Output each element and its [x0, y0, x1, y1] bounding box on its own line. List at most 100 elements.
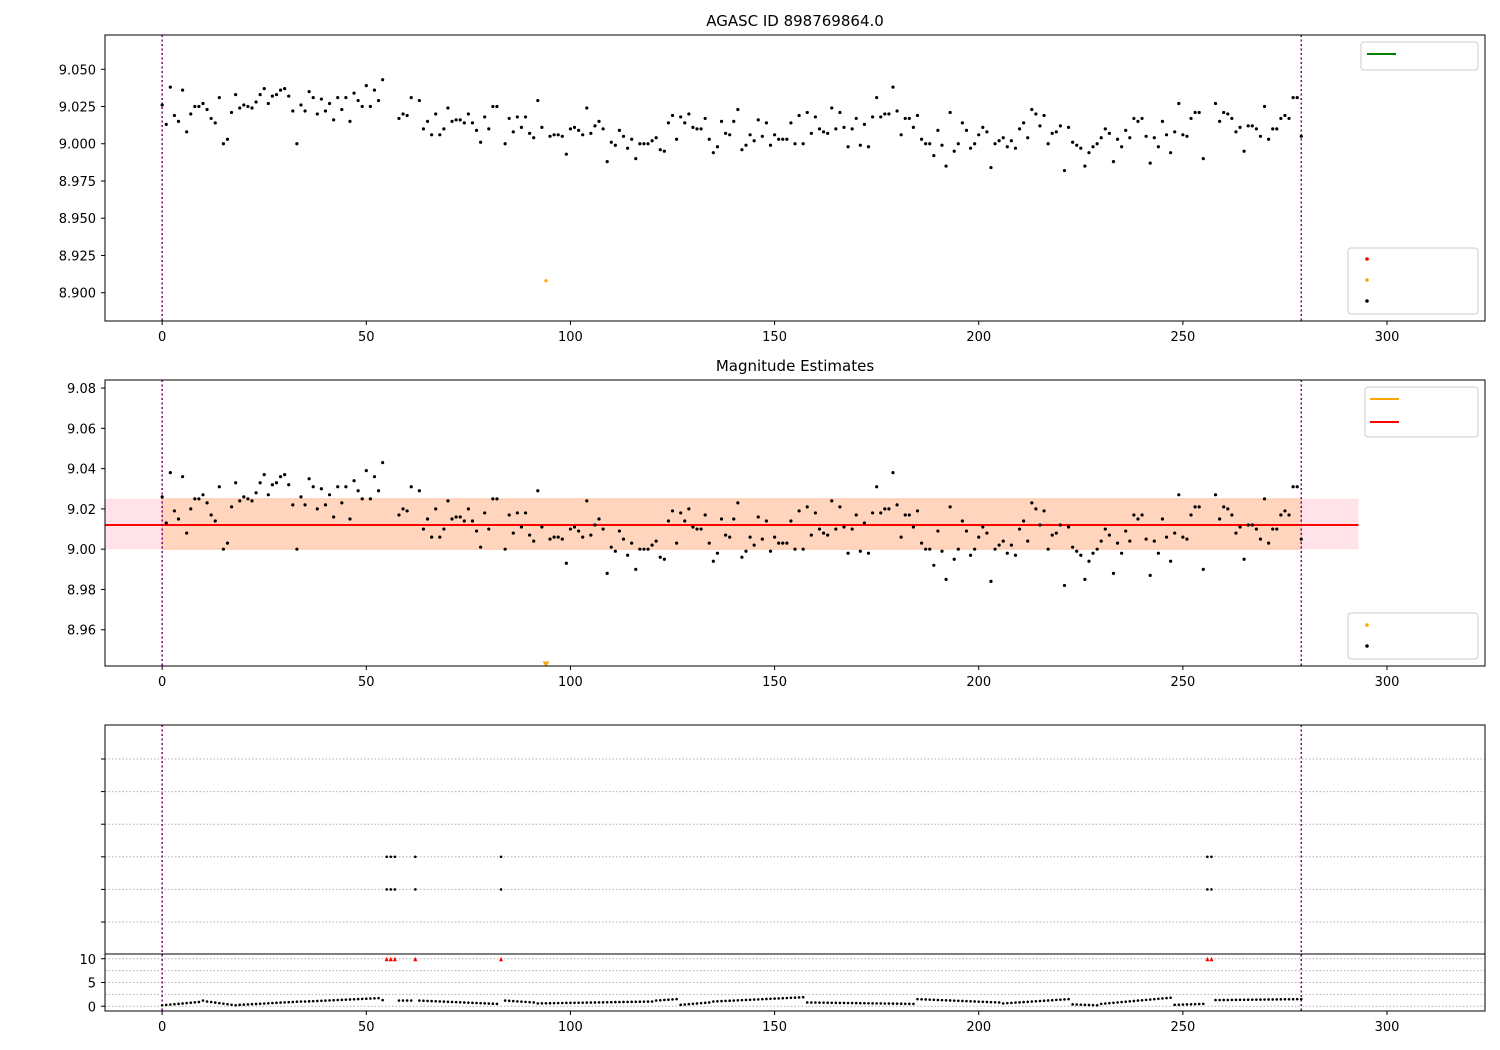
ok-point	[1034, 507, 1038, 511]
dr-point	[1287, 997, 1291, 1001]
dr-point	[810, 1001, 813, 1004]
ok-point	[291, 109, 295, 113]
dr-point	[642, 1000, 646, 1003]
ok-point	[1148, 161, 1152, 165]
dr-point	[593, 1001, 597, 1004]
dr-tick-label: 0	[88, 1000, 96, 1015]
ok-point	[1042, 509, 1046, 513]
dr-point	[859, 1001, 862, 1005]
legend-marker-ok	[1365, 644, 1369, 648]
dr-point	[434, 999, 438, 1003]
ok-point	[180, 88, 185, 92]
ok-point	[254, 491, 258, 495]
ok-point	[1234, 531, 1238, 535]
ok-point	[846, 551, 850, 555]
ok-point	[740, 148, 744, 152]
ok-point	[336, 95, 340, 100]
ok-point	[821, 531, 826, 535]
dr-point	[805, 1001, 809, 1004]
dr-point	[1103, 1002, 1107, 1005]
ok-point	[168, 471, 172, 475]
dr-point	[908, 1002, 911, 1006]
ok-point	[626, 553, 630, 557]
dr-point	[679, 1003, 682, 1007]
ok-point	[642, 547, 646, 551]
dr-point	[846, 1001, 850, 1005]
dr-clipped-marker	[1209, 956, 1214, 962]
dr-point	[520, 1000, 523, 1003]
ok-point	[397, 116, 401, 121]
legend-box	[1360, 41, 1479, 71]
dr-point	[1238, 998, 1242, 1002]
ok-point	[981, 525, 985, 529]
ok-point	[548, 537, 552, 541]
ok-point	[626, 146, 630, 150]
ok-point	[483, 511, 487, 515]
ok-point	[287, 94, 291, 98]
ok-point	[311, 95, 315, 100]
x-tick-label: 100	[558, 330, 583, 345]
dr-point	[438, 1000, 442, 1003]
ok-point	[621, 134, 626, 138]
ok-point	[646, 547, 650, 551]
dr-point	[254, 1002, 258, 1006]
dr-point	[160, 1004, 164, 1007]
ok-point	[785, 137, 789, 141]
ok-point	[879, 511, 883, 515]
dr-point	[952, 999, 956, 1002]
ok-point	[1107, 131, 1111, 135]
ok-point	[715, 145, 720, 149]
ok-point	[744, 143, 748, 147]
dr-point	[936, 998, 940, 1002]
dr-point	[1189, 1002, 1193, 1006]
ok-point	[225, 137, 230, 141]
ok-point	[1071, 140, 1075, 144]
dr-point	[883, 1002, 887, 1005]
ok-point	[238, 499, 242, 503]
ok-point	[907, 513, 911, 517]
dr-point	[471, 1001, 474, 1005]
dr-point	[209, 1000, 213, 1004]
ok-point	[768, 143, 773, 147]
ok-point	[870, 511, 875, 515]
x-tick-label: 300	[1375, 675, 1400, 690]
dr-point	[1116, 1001, 1119, 1004]
ok-point	[1091, 551, 1095, 555]
dr-point	[1128, 1000, 1132, 1003]
dr-point	[765, 997, 768, 1001]
ok-point	[1238, 525, 1242, 529]
ok-point	[683, 519, 687, 523]
ok-point	[654, 539, 658, 543]
ok-point	[381, 460, 385, 465]
dr-point	[969, 999, 972, 1003]
dr-point	[1083, 1003, 1087, 1007]
ok-point	[1213, 101, 1218, 106]
dr-point	[781, 996, 785, 1000]
ok-point	[732, 517, 736, 521]
ok-point	[1030, 107, 1034, 112]
ok-point	[536, 489, 540, 493]
ok-point	[1054, 130, 1058, 134]
dr-point	[250, 1002, 254, 1006]
ok-point	[303, 503, 307, 507]
ok-point	[421, 527, 426, 531]
magnitude-panel: Magnitude Estimates 0 50 100 150 200 250 300 8…	[67, 357, 1486, 690]
ok-point	[768, 549, 773, 553]
ok-point	[1189, 513, 1193, 517]
dr-point	[761, 997, 764, 1001]
flag-point	[393, 888, 397, 891]
dr-point	[185, 1001, 188, 1005]
ok-point	[1299, 134, 1303, 138]
ok-point	[1218, 517, 1222, 521]
dr-point	[1181, 1003, 1185, 1006]
dr-point	[650, 1000, 654, 1003]
dr-point	[275, 1001, 278, 1005]
ok-point	[1299, 537, 1303, 541]
dr-point	[1022, 1000, 1025, 1004]
ok-point	[764, 519, 769, 523]
ok-point	[254, 100, 258, 104]
ok-point	[229, 110, 234, 115]
dr-point	[1132, 999, 1136, 1003]
ok-point	[1173, 130, 1177, 134]
